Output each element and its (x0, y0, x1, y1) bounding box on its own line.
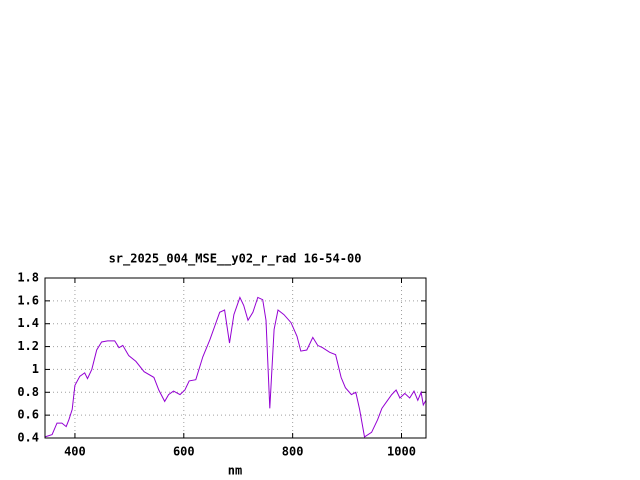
x-axis-label: nm (228, 464, 242, 478)
plot-frame (44, 277, 427, 439)
y-tick-label: 1 (32, 362, 39, 376)
x-tick-label: 800 (282, 445, 304, 459)
data-line (44, 296, 427, 438)
y-tick-label: 0.8 (17, 385, 39, 399)
x-tick-label: 600 (173, 445, 195, 459)
x-tick-label: 400 (64, 445, 86, 459)
x-tick-label: 1000 (387, 445, 416, 459)
y-tick-label: 0.4 (17, 431, 39, 445)
y-tick-label: 1.2 (17, 339, 39, 353)
y-tick-label: 1.6 (17, 293, 39, 307)
chart-title: sr_2025_004_MSE__y02_r_rad 16-54-00 (109, 252, 362, 267)
y-tick-label: 1.8 (17, 271, 39, 285)
y-tick-label: 1.4 (17, 316, 39, 330)
y-tick-label: 0.6 (17, 408, 39, 422)
